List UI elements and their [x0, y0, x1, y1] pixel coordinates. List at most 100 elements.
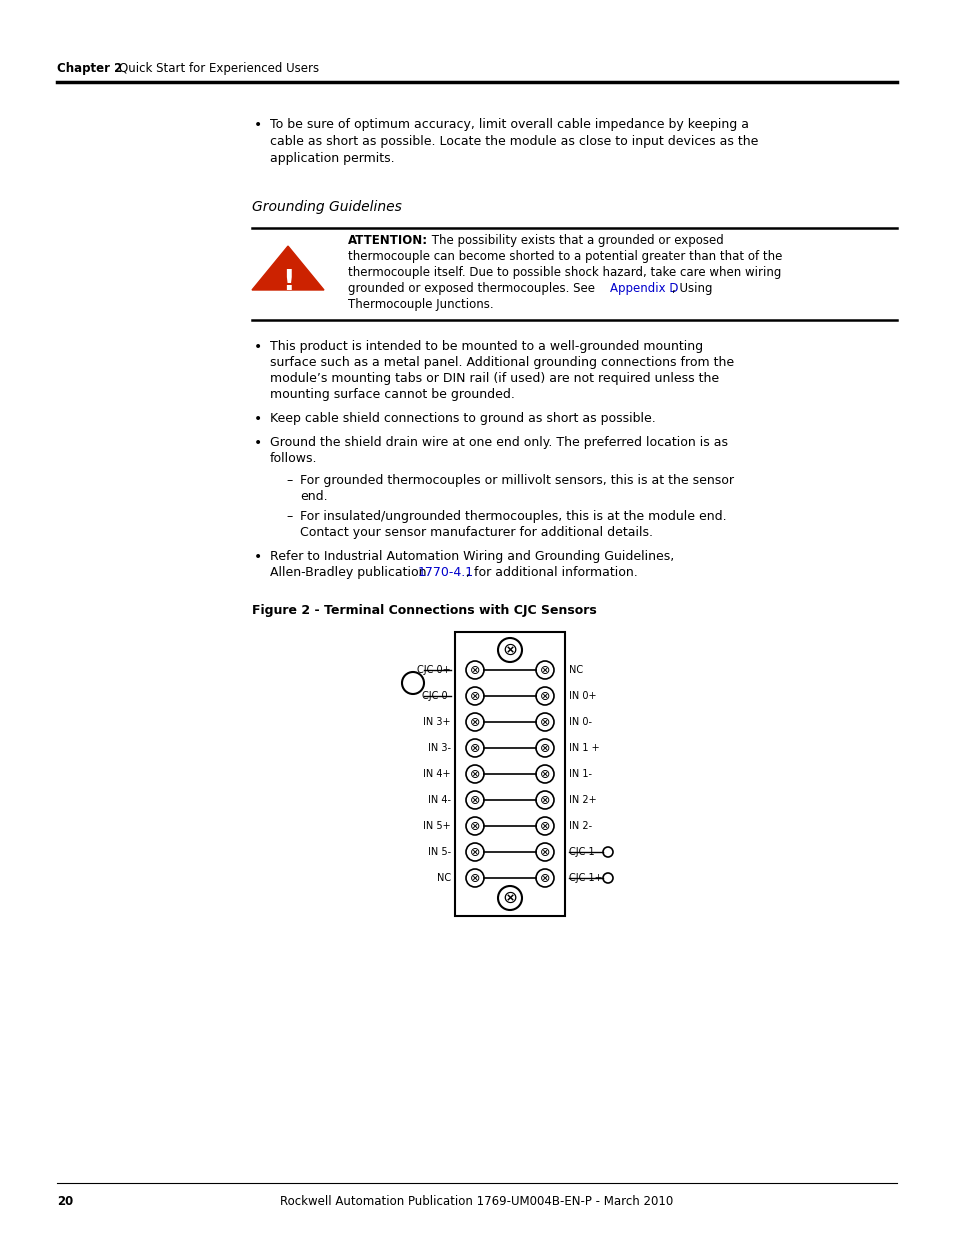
Text: ⊗: ⊗: [539, 794, 550, 806]
Circle shape: [602, 847, 613, 857]
Text: Grounding Guidelines: Grounding Guidelines: [252, 200, 401, 214]
Text: ⊗: ⊗: [539, 846, 550, 858]
Text: •: •: [253, 119, 262, 132]
Text: Quick Start for Experienced Users: Quick Start for Experienced Users: [119, 62, 319, 75]
Text: For insulated/ungrounded thermocouples, this is at the module end.: For insulated/ungrounded thermocouples, …: [299, 510, 726, 522]
Circle shape: [465, 818, 483, 835]
Text: ⊗: ⊗: [469, 794, 479, 806]
Text: CJC 1-: CJC 1-: [568, 847, 598, 857]
Text: thermocouple itself. Due to possible shock hazard, take care when wiring: thermocouple itself. Due to possible sho…: [348, 266, 781, 279]
Text: mounting surface cannot be grounded.: mounting surface cannot be grounded.: [270, 388, 515, 401]
Text: Contact your sensor manufacturer for additional details.: Contact your sensor manufacturer for add…: [299, 526, 652, 538]
Text: •: •: [253, 550, 262, 564]
Text: module’s mounting tabs or DIN rail (if used) are not required unless the: module’s mounting tabs or DIN rail (if u…: [270, 372, 719, 385]
Circle shape: [536, 661, 554, 679]
Text: ⊗: ⊗: [539, 767, 550, 781]
Circle shape: [465, 844, 483, 861]
Text: Chapter 2: Chapter 2: [57, 62, 122, 75]
Text: IN 5-: IN 5-: [428, 847, 451, 857]
Circle shape: [536, 818, 554, 835]
Text: CJC 0-: CJC 0-: [421, 692, 451, 701]
Circle shape: [536, 713, 554, 731]
Circle shape: [401, 672, 423, 694]
Text: Keep cable shield connections to ground as short as possible.: Keep cable shield connections to ground …: [270, 412, 655, 425]
Text: 1770-4.1: 1770-4.1: [417, 566, 474, 579]
Text: end.: end.: [299, 490, 327, 503]
Text: IN 4-: IN 4-: [428, 795, 451, 805]
Text: IN 3+: IN 3+: [423, 718, 451, 727]
Text: IN 2-: IN 2-: [568, 821, 592, 831]
Text: 20: 20: [57, 1195, 73, 1208]
Circle shape: [465, 869, 483, 887]
Text: Appendix D: Appendix D: [609, 282, 678, 295]
Text: •: •: [253, 340, 262, 354]
Circle shape: [497, 638, 521, 662]
Text: IN 0+: IN 0+: [568, 692, 596, 701]
Text: ⊗: ⊗: [539, 820, 550, 832]
Text: –: –: [286, 474, 292, 487]
Text: application permits.: application permits.: [270, 152, 395, 165]
Text: NC: NC: [568, 664, 582, 676]
Polygon shape: [252, 246, 324, 290]
Circle shape: [536, 687, 554, 705]
Text: NC: NC: [436, 873, 451, 883]
Circle shape: [465, 764, 483, 783]
Circle shape: [536, 764, 554, 783]
Circle shape: [536, 739, 554, 757]
Text: This product is intended to be mounted to a well-grounded mounting: This product is intended to be mounted t…: [270, 340, 702, 353]
Circle shape: [536, 869, 554, 887]
Text: IN 0-: IN 0-: [568, 718, 592, 727]
Circle shape: [536, 844, 554, 861]
Text: ⊗: ⊗: [539, 741, 550, 755]
Bar: [455, 632, 564, 916]
Text: –: –: [286, 510, 292, 522]
Text: ATTENTION:: ATTENTION:: [348, 233, 428, 247]
Text: CJC 0+: CJC 0+: [416, 664, 451, 676]
Text: Rockwell Automation Publication 1769-UM004B-EN-P - March 2010: Rockwell Automation Publication 1769-UM0…: [280, 1195, 673, 1208]
Text: surface such as a metal panel. Additional grounding connections from the: surface such as a metal panel. Additiona…: [270, 356, 734, 369]
Circle shape: [497, 885, 521, 910]
Text: cable as short as possible. Locate the module as close to input devices as the: cable as short as possible. Locate the m…: [270, 135, 758, 148]
Circle shape: [465, 739, 483, 757]
Text: ⊗: ⊗: [469, 715, 479, 729]
Text: ⊗: ⊗: [469, 767, 479, 781]
Text: ⊗: ⊗: [502, 889, 517, 906]
Text: For grounded thermocouples or millivolt sensors, this is at the sensor: For grounded thermocouples or millivolt …: [299, 474, 733, 487]
Text: •: •: [253, 436, 262, 450]
Text: grounded or exposed thermocouples. See: grounded or exposed thermocouples. See: [348, 282, 598, 295]
Text: ⊗: ⊗: [502, 641, 517, 659]
Text: ⊗: ⊗: [469, 741, 479, 755]
Text: IN 1 +: IN 1 +: [568, 743, 599, 753]
Text: ⊗: ⊗: [539, 689, 550, 703]
Circle shape: [602, 873, 613, 883]
Text: Refer to Industrial Automation Wiring and Grounding Guidelines,: Refer to Industrial Automation Wiring an…: [270, 550, 674, 563]
Text: Thermocouple Junctions.: Thermocouple Junctions.: [348, 298, 493, 311]
Text: ⊗: ⊗: [539, 663, 550, 677]
Text: IN 5+: IN 5+: [423, 821, 451, 831]
Text: ⊗: ⊗: [469, 872, 479, 884]
Text: thermocouple can become shorted to a potential greater than that of the: thermocouple can become shorted to a pot…: [348, 249, 781, 263]
Text: Allen-Bradley publication: Allen-Bradley publication: [270, 566, 430, 579]
Text: IN 4+: IN 4+: [423, 769, 451, 779]
Text: ⊗: ⊗: [469, 846, 479, 858]
Text: Figure 2 - Terminal Connections with CJC Sensors: Figure 2 - Terminal Connections with CJC…: [252, 604, 597, 618]
Text: !: !: [281, 268, 294, 296]
Text: follows.: follows.: [270, 452, 317, 466]
Text: Ground the shield drain wire at one end only. The preferred location is as: Ground the shield drain wire at one end …: [270, 436, 727, 450]
Text: IN 1-: IN 1-: [568, 769, 592, 779]
Text: ⊗: ⊗: [469, 689, 479, 703]
Text: CJC 1+: CJC 1+: [568, 873, 602, 883]
Text: IN 2+: IN 2+: [568, 795, 596, 805]
Circle shape: [465, 661, 483, 679]
Text: •: •: [253, 412, 262, 426]
Circle shape: [465, 687, 483, 705]
Circle shape: [465, 713, 483, 731]
Text: ⊗: ⊗: [469, 820, 479, 832]
Text: , for additional information.: , for additional information.: [465, 566, 638, 579]
Text: ⊗: ⊗: [469, 663, 479, 677]
Text: To be sure of optimum accuracy, limit overall cable impedance by keeping a: To be sure of optimum accuracy, limit ov…: [270, 119, 748, 131]
Circle shape: [465, 790, 483, 809]
Text: , Using: , Using: [671, 282, 712, 295]
Text: The possibility exists that a grounded or exposed: The possibility exists that a grounded o…: [428, 233, 723, 247]
Text: IN 3-: IN 3-: [428, 743, 451, 753]
